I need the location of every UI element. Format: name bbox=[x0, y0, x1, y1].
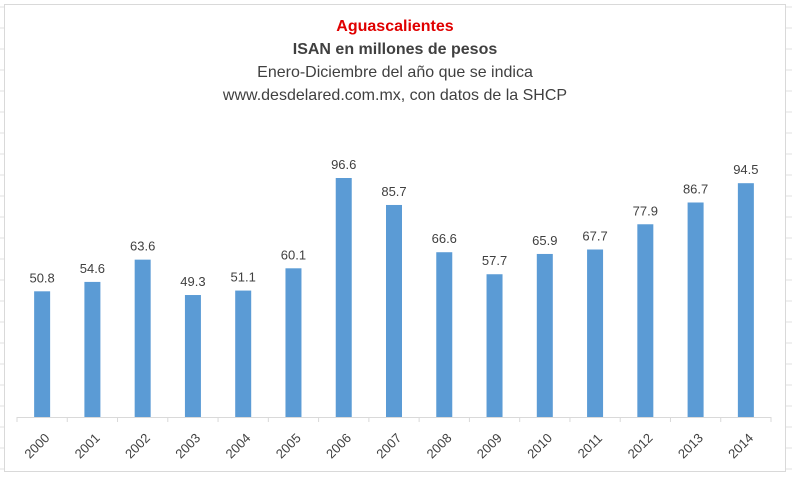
chart-subtitle-period: Enero-Diciembre del año que se indica bbox=[257, 64, 533, 81]
x-tick-label: 2004 bbox=[222, 430, 253, 461]
data-label: 96.6 bbox=[331, 157, 356, 172]
plot-area: 50.8 2000 54.6 2001 63.6 2002 49.3 2003 51.1 2004… bbox=[16, 157, 772, 461]
bar[interactable] bbox=[637, 224, 654, 417]
x-tick-label: 2014 bbox=[725, 430, 756, 461]
data-label: 65.9 bbox=[532, 233, 557, 248]
data-label: 50.8 bbox=[29, 270, 54, 285]
bar[interactable] bbox=[285, 268, 302, 417]
chart-area[interactable]: Aguascalientes ISAN en millones de pesos… bbox=[4, 4, 786, 472]
bar[interactable] bbox=[737, 183, 754, 417]
bar[interactable] bbox=[436, 252, 453, 417]
data-label: 85.7 bbox=[381, 184, 406, 199]
chart-title: Aguascalientes bbox=[336, 18, 454, 35]
bar[interactable] bbox=[335, 178, 352, 417]
chart-title-block: Aguascalientes ISAN en millones de pesos… bbox=[5, 15, 785, 107]
data-label: 60.1 bbox=[281, 247, 306, 262]
x-tick-label: 2013 bbox=[675, 430, 706, 461]
data-label: 63.6 bbox=[130, 239, 155, 254]
bar[interactable] bbox=[587, 249, 604, 417]
data-label: 57.7 bbox=[482, 253, 507, 268]
x-tick-label: 2011 bbox=[575, 431, 605, 461]
bar[interactable] bbox=[235, 290, 252, 417]
bar[interactable] bbox=[134, 259, 151, 417]
x-tick-label: 2008 bbox=[424, 430, 455, 461]
x-tick-label: 2006 bbox=[323, 430, 354, 461]
data-label: 67.7 bbox=[582, 229, 607, 244]
data-label: 94.5 bbox=[733, 162, 758, 177]
x-tick-label: 2002 bbox=[122, 430, 153, 461]
bar[interactable] bbox=[687, 202, 704, 417]
bar[interactable] bbox=[386, 204, 402, 417]
x-tick-label: 2009 bbox=[474, 430, 505, 461]
data-label: 86.7 bbox=[683, 181, 708, 196]
bar[interactable] bbox=[34, 291, 51, 417]
x-tick-label: 2005 bbox=[273, 430, 304, 461]
bar[interactable] bbox=[184, 295, 201, 417]
bar[interactable] bbox=[84, 281, 101, 417]
bar[interactable] bbox=[486, 274, 503, 417]
x-tick-label: 2012 bbox=[625, 430, 656, 461]
data-label: 77.9 bbox=[633, 203, 658, 218]
data-label: 51.1 bbox=[231, 270, 256, 285]
data-label: 54.6 bbox=[80, 261, 105, 276]
chart-subtitle: ISAN en millones de pesos bbox=[292, 41, 498, 58]
chart-subtitle-source: www.desdelared.com.mx, con datos de la S… bbox=[222, 87, 568, 104]
bar[interactable] bbox=[536, 253, 553, 417]
data-label: 49.3 bbox=[180, 274, 205, 289]
x-tick-label: 2003 bbox=[172, 430, 203, 461]
x-tick-label: 2001 bbox=[72, 430, 103, 461]
x-tick-label: 2007 bbox=[373, 430, 404, 461]
x-tick-label: 2000 bbox=[21, 430, 52, 461]
x-tick-label: 2010 bbox=[524, 430, 555, 461]
data-label: 66.6 bbox=[432, 231, 457, 246]
